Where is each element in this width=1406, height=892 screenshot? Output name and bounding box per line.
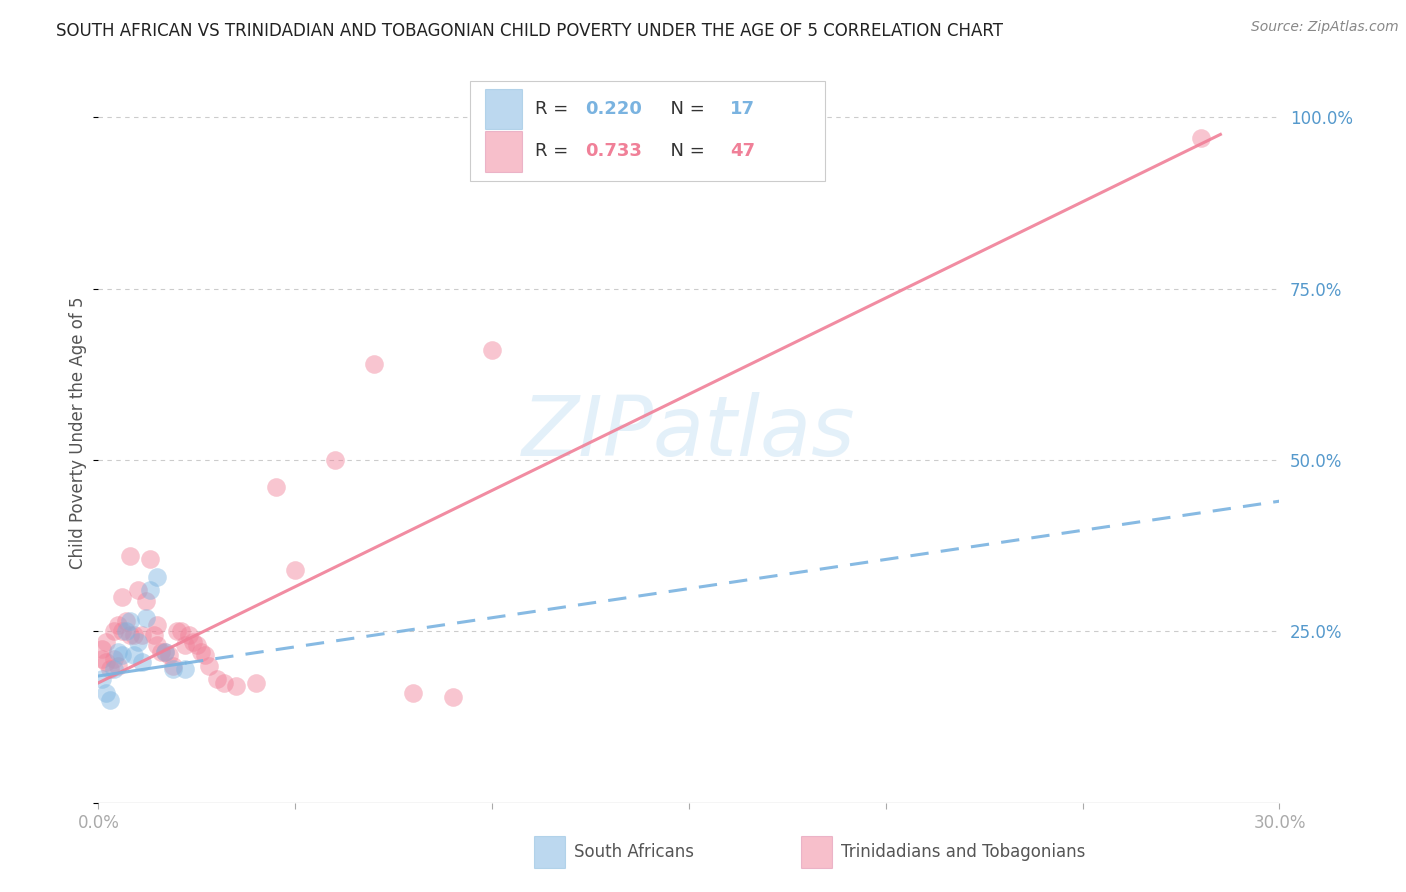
Point	[135, 593, 157, 607]
Point	[190, 645, 212, 659]
Point	[107, 617, 129, 632]
Point	[103, 652, 125, 666]
Point	[96, 634, 118, 648]
Point	[284, 563, 307, 577]
Point	[174, 638, 197, 652]
Point	[98, 693, 121, 707]
Text: N =: N =	[659, 100, 711, 118]
Text: Source: ZipAtlas.com: Source: ZipAtlas.com	[1251, 20, 1399, 34]
Point	[138, 552, 160, 566]
Point	[98, 662, 121, 676]
Point	[146, 617, 169, 632]
Point	[441, 690, 464, 704]
Point	[131, 628, 153, 642]
Point	[127, 634, 149, 648]
Point	[146, 569, 169, 583]
Point	[155, 645, 177, 659]
Point	[91, 673, 114, 687]
Point	[96, 686, 118, 700]
FancyBboxPatch shape	[471, 81, 825, 181]
Point	[138, 583, 160, 598]
Point	[205, 673, 228, 687]
Text: 17: 17	[730, 100, 755, 118]
Text: R =: R =	[536, 143, 575, 161]
Text: N =: N =	[659, 143, 711, 161]
Point	[402, 686, 425, 700]
Point	[162, 658, 184, 673]
Point	[118, 614, 141, 628]
Point	[170, 624, 193, 639]
Text: R =: R =	[536, 100, 575, 118]
Point	[481, 343, 503, 358]
Point	[245, 676, 267, 690]
Point	[103, 662, 125, 676]
Text: ZIPatlas: ZIPatlas	[522, 392, 856, 473]
Point	[166, 624, 188, 639]
Point	[186, 638, 208, 652]
Point	[111, 648, 134, 663]
Point	[91, 641, 114, 656]
Point	[146, 638, 169, 652]
Point	[214, 676, 236, 690]
Point	[122, 628, 145, 642]
Point	[323, 453, 346, 467]
Point	[1189, 131, 1212, 145]
Point	[225, 679, 247, 693]
Point	[115, 624, 138, 639]
Point	[162, 662, 184, 676]
Point	[157, 648, 180, 663]
Point	[177, 628, 200, 642]
Point	[107, 645, 129, 659]
Point	[194, 648, 217, 663]
Point	[197, 658, 219, 673]
Point	[142, 628, 165, 642]
Point	[107, 658, 129, 673]
Text: South Africans: South Africans	[574, 843, 693, 861]
Point	[118, 628, 141, 642]
Point	[131, 655, 153, 669]
FancyBboxPatch shape	[485, 131, 523, 171]
Text: 0.220: 0.220	[585, 100, 643, 118]
Point	[111, 590, 134, 604]
Point	[363, 357, 385, 371]
Text: Trinidadians and Tobagonians: Trinidadians and Tobagonians	[841, 843, 1085, 861]
Y-axis label: Child Poverty Under the Age of 5: Child Poverty Under the Age of 5	[69, 296, 87, 569]
Point	[150, 645, 173, 659]
Point	[103, 624, 125, 639]
Point	[96, 655, 118, 669]
Point	[115, 614, 138, 628]
Point	[111, 624, 134, 639]
Point	[91, 652, 114, 666]
Text: 47: 47	[730, 143, 755, 161]
Text: 0.733: 0.733	[585, 143, 643, 161]
Point	[155, 645, 177, 659]
FancyBboxPatch shape	[485, 88, 523, 129]
Point	[118, 549, 141, 563]
Text: SOUTH AFRICAN VS TRINIDADIAN AND TOBAGONIAN CHILD POVERTY UNDER THE AGE OF 5 COR: SOUTH AFRICAN VS TRINIDADIAN AND TOBAGON…	[56, 22, 1004, 40]
Point	[122, 648, 145, 663]
Point	[127, 583, 149, 598]
Point	[181, 634, 204, 648]
Point	[135, 611, 157, 625]
Point	[174, 662, 197, 676]
Point	[264, 480, 287, 494]
